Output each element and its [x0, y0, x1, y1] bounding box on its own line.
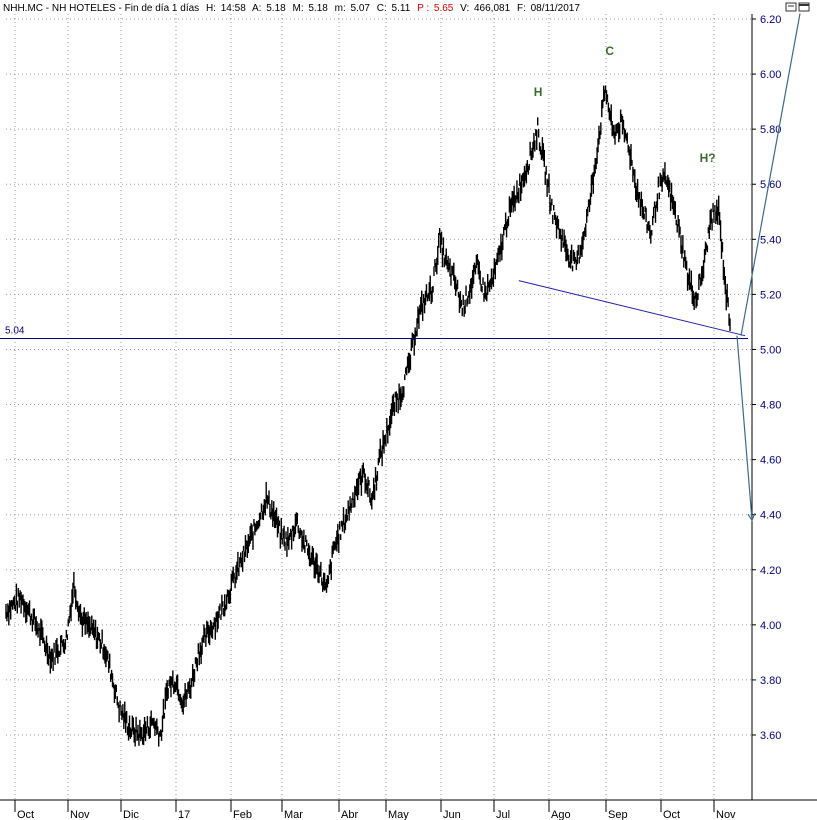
- x-tick-label: Feb: [233, 809, 252, 820]
- header-h-label: H:: [206, 3, 216, 14]
- header-M-label: M:: [292, 3, 303, 14]
- header-p-value: 5.65: [434, 3, 454, 14]
- y-tick-label: 4.00: [760, 620, 781, 632]
- price-bars: [5, 85, 731, 747]
- y-tick-label: 5.80: [760, 124, 781, 136]
- header-f-label: F:: [517, 3, 526, 14]
- x-tick-label: Dic: [123, 809, 139, 820]
- header-symbol: NHH.MC - NH HOTELES - Fin de día 1 días: [3, 3, 199, 14]
- projection-up-line: [740, 13, 801, 336]
- x-tick-label: 17: [178, 809, 190, 820]
- pattern-label-hq: H?: [700, 151, 716, 165]
- x-tick-label: Jun: [443, 809, 461, 820]
- restore-icon[interactable]: [785, 2, 797, 12]
- y-tick-label: 4.20: [760, 565, 781, 577]
- y-tick-label: 4.60: [760, 455, 781, 467]
- header-c-label: C:: [377, 3, 387, 14]
- header-h-value: 14:58: [221, 3, 246, 14]
- header-m-value: 5.07: [351, 3, 371, 14]
- maximize-icon[interactable]: [798, 2, 810, 12]
- x-tick-label: Oct: [663, 809, 680, 820]
- y-tick-label: 5.00: [760, 344, 781, 356]
- header-p-label: P :: [417, 3, 429, 14]
- y-tick-label: 3.60: [760, 730, 781, 742]
- x-tick-label: Jul: [496, 809, 510, 820]
- x-tick-label: May: [388, 809, 409, 820]
- header-M-value: 5.18: [308, 3, 328, 14]
- x-tick-label: Oct: [17, 809, 34, 820]
- projection-down-arrowhead: [747, 512, 756, 522]
- x-tick-label: Ago: [551, 809, 571, 820]
- header-a-label: A:: [252, 3, 261, 14]
- header-c-value: 5.11: [392, 3, 411, 14]
- y-tick-label: 4.40: [760, 510, 781, 522]
- overlays: 5.04 H C H?: [0, 13, 801, 522]
- y-axis: 6.20 6.00 5.80 5.60 5.40 5.20 5.00 4.80 4.60 4.40…: [751, 14, 781, 800]
- header-m-label: m:: [335, 3, 346, 14]
- y-tick-label: 5.60: [760, 179, 781, 191]
- chart-header: NHH.MC - NH HOTELES - Fin de día 1 días …: [3, 3, 580, 14]
- x-tick-label: Nov: [716, 809, 736, 820]
- support-label: 5.04: [5, 325, 25, 336]
- header-v-label: V:: [460, 3, 469, 14]
- header-f-value: 08/11/2017: [531, 3, 581, 14]
- neckline: [518, 280, 746, 337]
- y-tick-label: 6.00: [760, 69, 781, 81]
- x-axis: Oct Nov Dic 17 Feb Mar Abr May Jun Jul Ago Sep Oct No…: [0, 799, 817, 820]
- y-tick-label: 5.40: [760, 234, 781, 246]
- pattern-label-c: C: [605, 44, 614, 58]
- header-a-value: 5.18: [266, 3, 286, 14]
- x-tick-label: Sep: [608, 809, 628, 820]
- pattern-label-h: H: [534, 85, 543, 99]
- x-tick-label: Nov: [70, 809, 90, 820]
- x-tick-label: Mar: [284, 809, 303, 820]
- y-tick-label: 3.80: [760, 675, 781, 687]
- y-tick-label: 4.80: [760, 400, 781, 412]
- y-tick-label: 6.20: [760, 14, 781, 26]
- x-tick-label: Abr: [341, 809, 358, 820]
- header-v-value: 466,081: [474, 3, 511, 14]
- y-tick-label: 5.20: [760, 289, 781, 301]
- projection-down-line: [736, 335, 753, 521]
